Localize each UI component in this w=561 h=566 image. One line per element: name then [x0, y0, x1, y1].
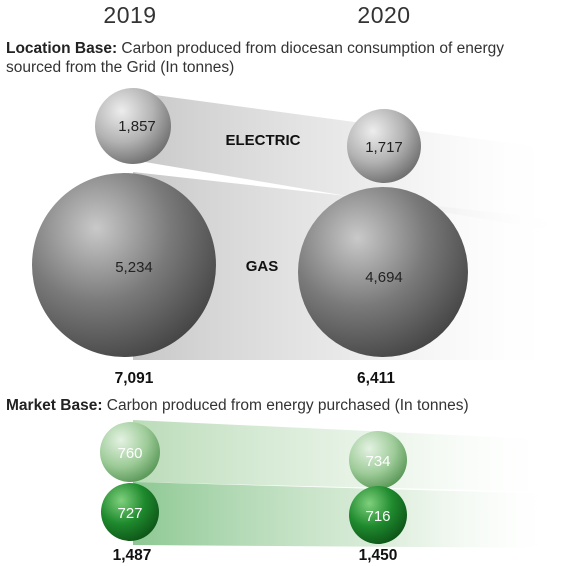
value-gas-2020: 4,694 [365, 269, 403, 286]
series-label-electric: ELECTRIC [226, 132, 301, 149]
total-market-2020: 1,450 [359, 547, 398, 564]
bubble-electric-2019 [95, 88, 171, 164]
value-market-bottom-2019: 727 [117, 505, 142, 522]
value-electric-2019: 1,857 [118, 118, 156, 135]
bubble-gas-2019 [32, 173, 216, 357]
bubble-market-bottom-2020 [349, 486, 407, 544]
value-market-top-2019: 760 [117, 445, 142, 462]
bubble-market-bottom-2019 [101, 483, 159, 541]
total-location-2020: 6,411 [357, 370, 395, 387]
value-gas-2019: 5,234 [115, 259, 153, 276]
location-base-description: Carbon produced from diocesan consumptio… [6, 40, 504, 76]
value-market-bottom-2020: 716 [365, 508, 390, 525]
total-location-2019: 7,091 [115, 370, 154, 387]
series-label-gas: GAS [246, 258, 279, 275]
bubble-gas-2020 [298, 187, 468, 357]
bubble-market-top-2019 [100, 422, 160, 482]
value-market-top-2020: 734 [365, 453, 390, 470]
market-base-description: Carbon produced from energy purchased (I… [102, 397, 469, 414]
location-base-header: Location Base: Carbon produced from dioc… [6, 39, 526, 77]
electric-band [133, 92, 561, 232]
market-base-header: Market Base: Carbon produced from energy… [6, 396, 526, 415]
value-electric-2020: 1,717 [365, 139, 403, 156]
location-base-title: Location Base: [6, 40, 118, 57]
market-top-band [133, 420, 561, 492]
year-2019: 2019 [103, 2, 156, 28]
total-market-2019: 1,487 [113, 547, 152, 564]
bubble-market-top-2020 [349, 431, 407, 489]
market-bottom-band [133, 482, 561, 548]
bubble-electric-2020 [347, 109, 421, 183]
year-2020: 2020 [357, 2, 410, 28]
market-base-title: Market Base: [6, 397, 103, 414]
